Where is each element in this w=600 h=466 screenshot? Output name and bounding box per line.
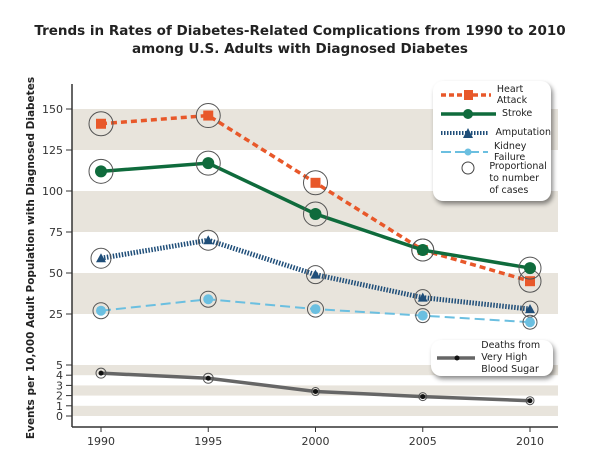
data-point (310, 269, 321, 279)
data-point (309, 207, 322, 220)
legend-item-deaths: Deaths from Very High Blood Sugar (431, 340, 553, 376)
dashed-square-icon (441, 89, 491, 100)
case-circle (197, 229, 219, 251)
data-point (96, 253, 106, 263)
case-circle (525, 396, 535, 406)
data-point (525, 276, 535, 287)
legend-item-stroke: Stroke (433, 104, 551, 123)
data-point (98, 370, 104, 376)
legend-item-amputation: Amputation (433, 123, 551, 142)
data-point (203, 294, 214, 305)
case-circle (311, 387, 320, 397)
legend-label: Stroke (502, 108, 533, 119)
data-point (313, 389, 318, 395)
x-tick-label: 1990 (87, 435, 115, 448)
case-circle (202, 372, 214, 384)
case-circle (90, 247, 112, 269)
data-point (96, 305, 106, 316)
data-point (417, 310, 428, 321)
case-circle (303, 170, 328, 196)
y-tick-label: 75 (49, 226, 63, 239)
case-circle (303, 201, 328, 227)
data-point (96, 118, 106, 129)
data-point (417, 292, 428, 302)
data-point (525, 304, 535, 314)
case-circle (418, 392, 428, 402)
x-tick-label: 2005 (409, 435, 437, 448)
case-circle (195, 150, 221, 176)
data-point (420, 394, 426, 400)
y-tick-label: 150 (42, 103, 63, 116)
grid-band (72, 405, 558, 416)
series-line (100, 237, 531, 312)
legend-item-proportional: Proportional to number of cases (433, 161, 551, 196)
chart-title: Trends in Rates of Diabetes-Related Comp… (0, 22, 600, 58)
x-tick-label: 2000 (302, 435, 330, 448)
case-circle (306, 265, 325, 285)
series-amputation (90, 229, 539, 318)
y-tick-label: 2 (56, 390, 63, 403)
case-circle (88, 111, 114, 137)
solid-circle-icon (441, 108, 496, 119)
series-stroke (88, 150, 542, 280)
legend-label: Amputation (495, 127, 551, 138)
y-tick-label: 0 (56, 410, 63, 423)
case-circle (92, 302, 110, 320)
data-point (310, 304, 321, 315)
case-circle (95, 367, 107, 379)
data-point (203, 110, 214, 121)
case-circle (195, 103, 221, 129)
data-point (524, 262, 536, 275)
case-circle (199, 290, 217, 308)
case-circle (521, 300, 539, 318)
case-circle (415, 308, 431, 324)
x-tick-label: 2010 (516, 435, 544, 448)
data-point (310, 177, 321, 188)
grid-band (72, 365, 558, 376)
series-kidney-failure (92, 290, 538, 330)
case-circle (414, 289, 432, 307)
title-line-1: Trends in Rates of Diabetes-Related Comp… (34, 23, 566, 39)
legend-label: Proportional to number of cases (489, 161, 547, 196)
legend-deaths: Deaths from Very High Blood Sugar (431, 340, 553, 376)
y-tick-label: 100 (42, 185, 63, 198)
data-point (95, 165, 107, 178)
legend: Heart Attack Stroke Amputation Kidney Fa… (433, 81, 551, 201)
data-point (203, 235, 214, 245)
case-circle (411, 238, 435, 262)
y-tick-label: 4 (56, 369, 63, 382)
data-point (202, 157, 215, 170)
case-circle (518, 256, 542, 280)
y-tick-label: 1 (56, 400, 63, 413)
circle-outline-icon (461, 161, 475, 175)
y-tick-label: 25 (49, 308, 63, 321)
case-circle (307, 300, 324, 318)
legend-item-heart-attack: Heart Attack (433, 83, 551, 106)
case-circle (88, 158, 114, 184)
data-point (416, 244, 429, 257)
x-tick-label: 1995 (194, 435, 222, 448)
solid-dot-icon (437, 355, 476, 361)
y-tick-label: 125 (42, 144, 63, 157)
data-point (205, 375, 211, 381)
series-deaths-from-very-high-blood-sugar (95, 367, 535, 406)
data-point (525, 317, 535, 328)
dashed-circle-icon (441, 148, 489, 155)
dotted-triangle-icon (441, 127, 490, 138)
title-line-2: among U.S. Adults with Diagnosed Diabete… (132, 41, 468, 57)
legend-label: Deaths from Very High Blood Sugar (481, 340, 541, 375)
y-tick-label: 5 (56, 359, 63, 372)
legend-label: Kidney Failure (494, 140, 527, 163)
data-point (527, 398, 533, 404)
y-axis-label: Events per 10,000 Adult Population with … (25, 77, 37, 439)
case-circle (522, 314, 538, 330)
y-tick-label: 3 (56, 379, 63, 392)
legend-label: Heart Attack (496, 83, 528, 106)
legend-item-kidney-failure: Kidney Failure (433, 140, 551, 163)
y-tick-label: 50 (49, 267, 63, 280)
